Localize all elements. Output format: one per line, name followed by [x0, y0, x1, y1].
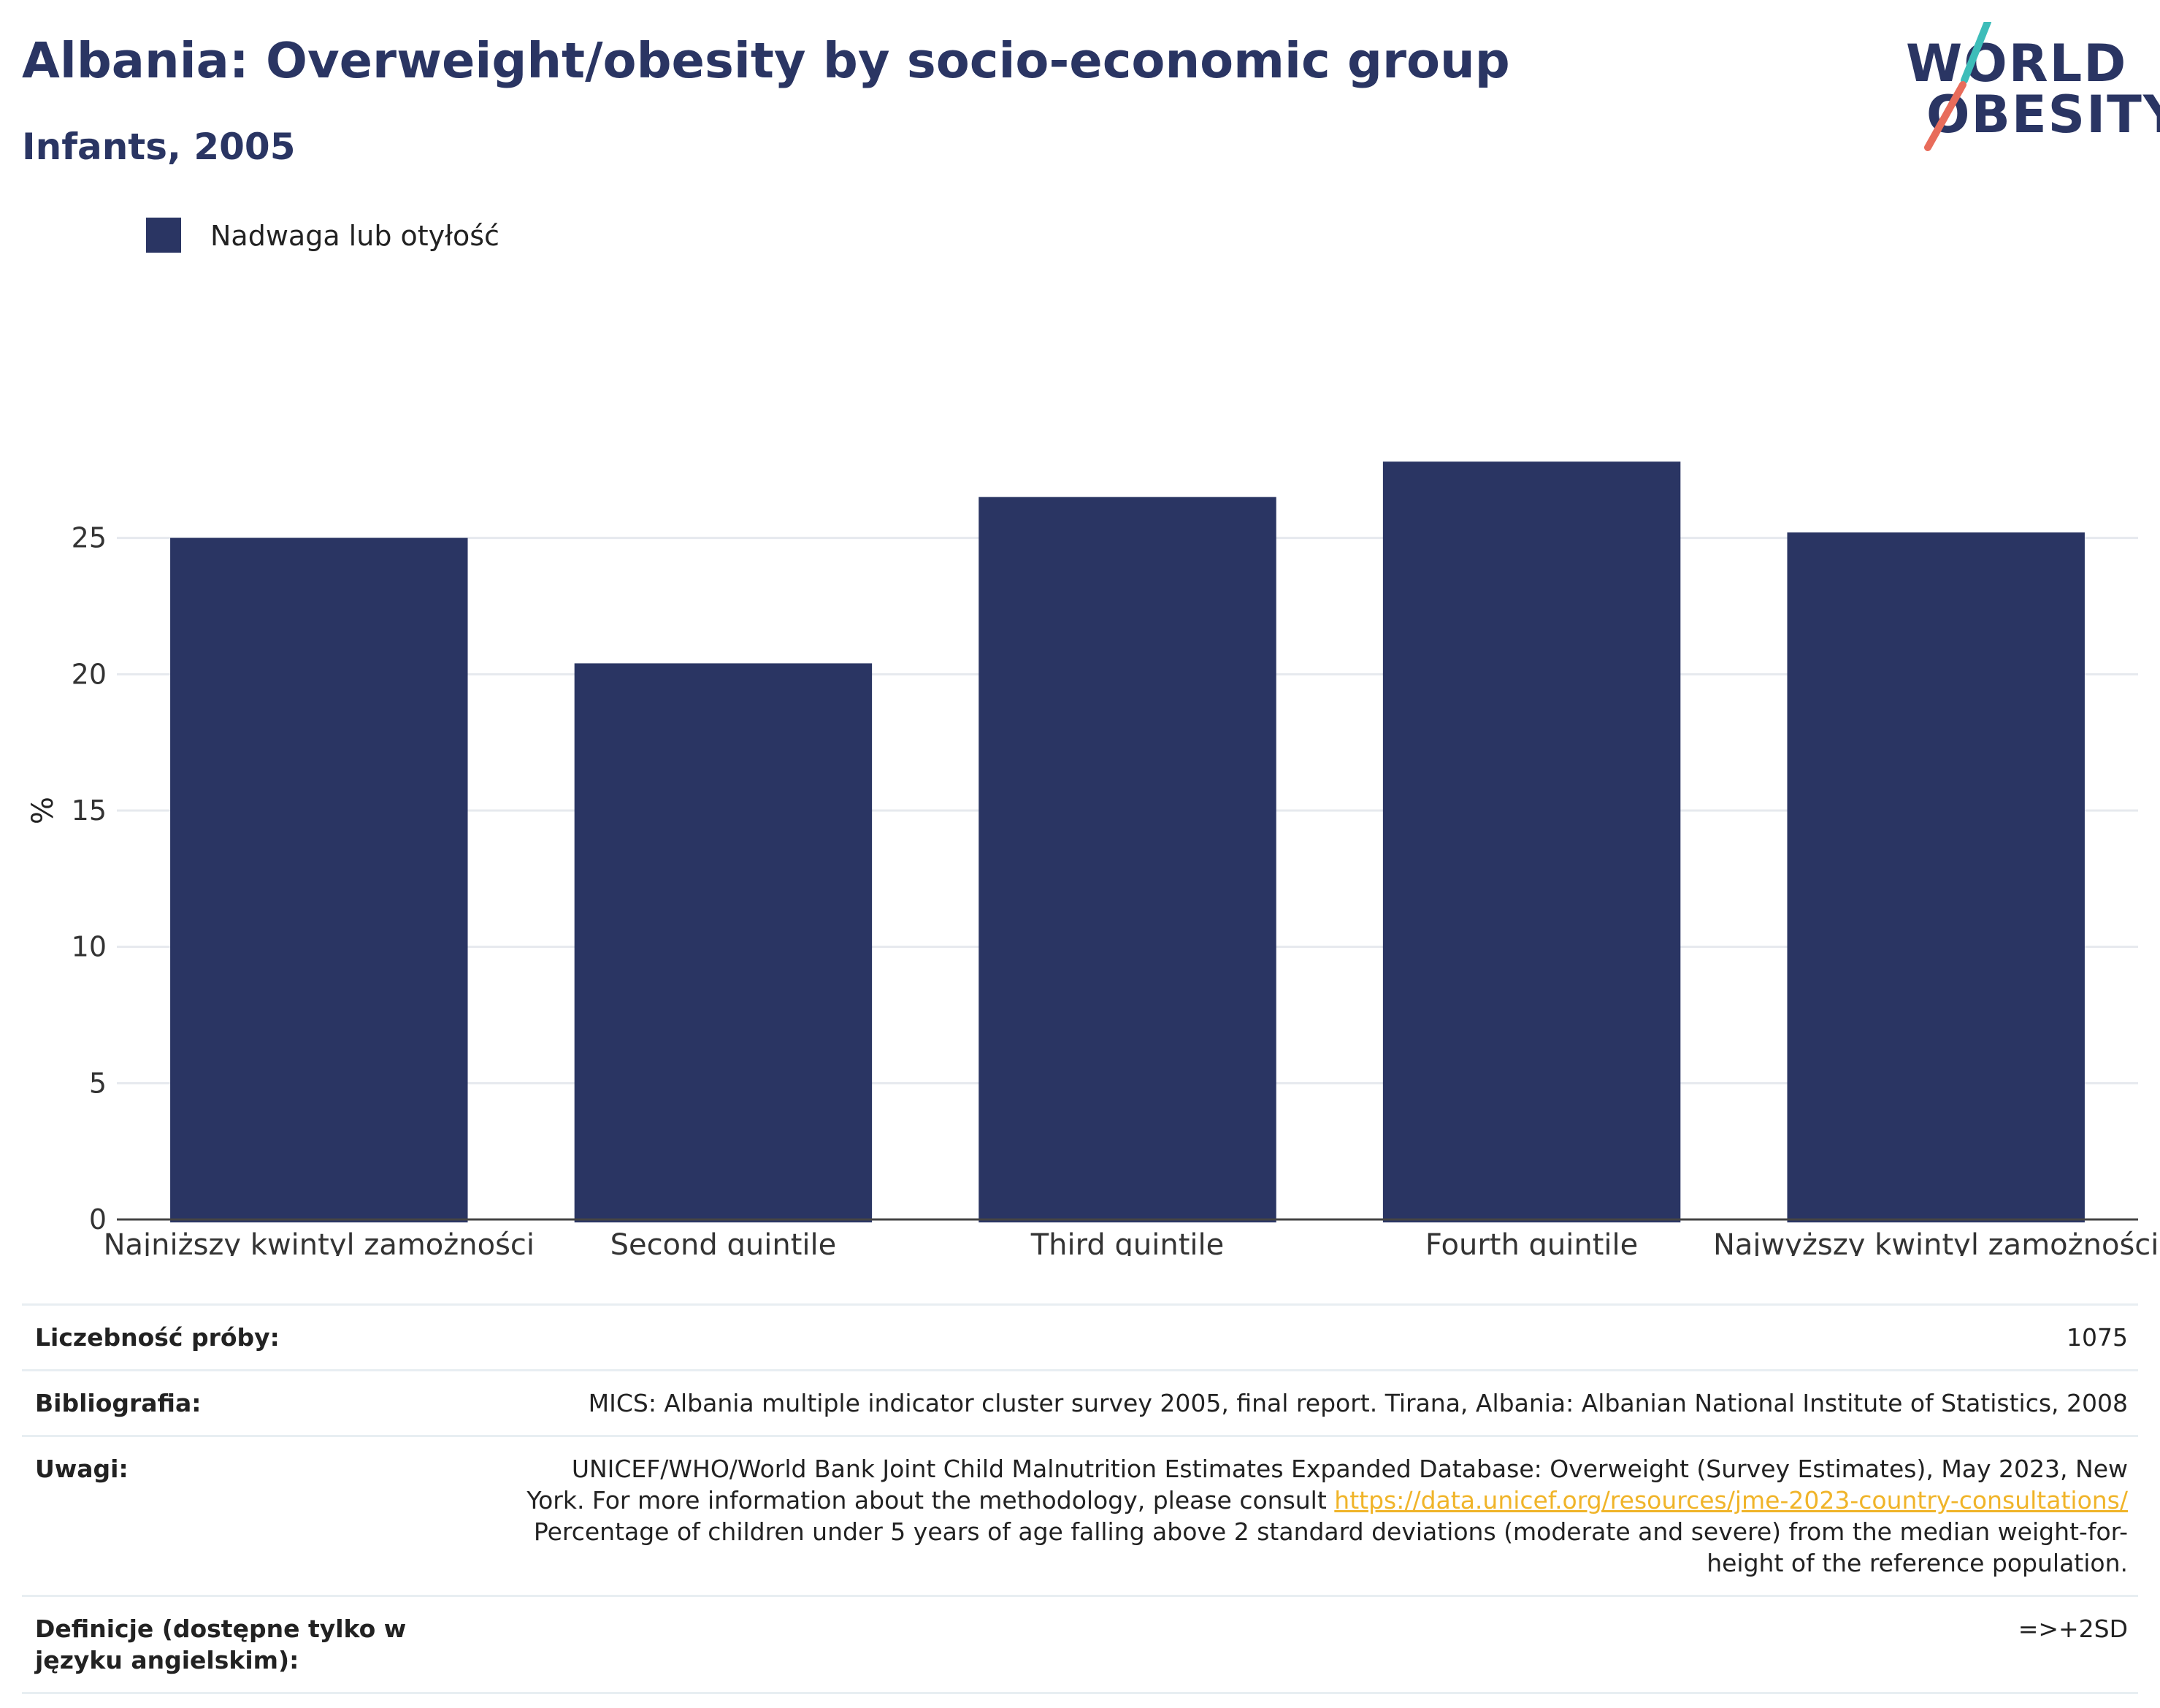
bars: [170, 462, 2085, 1222]
logo-line-1: WORLD: [1906, 34, 2128, 93]
x-tick-label: Second quintile: [610, 1228, 837, 1256]
page-title: Albania: Overweight/obesity by socio-eco…: [22, 32, 1510, 89]
y-tick-label: 10: [72, 931, 107, 963]
notes-label: Uwagi:: [22, 1435, 483, 1596]
x-axis-ticks: Najniższy kwintyl zamożności Second quint…: [104, 1228, 2159, 1256]
legend: Nadwaga lub otyłość: [146, 218, 499, 253]
notes-line-3: Percentage of children under 5 years of …: [533, 1517, 2128, 1546]
definitions-label: Definicje (dostępne tylko w języku angie…: [22, 1595, 483, 1694]
sample-size-row: Liczebność próby: 1075: [22, 1303, 2138, 1371]
y-tick-label: 15: [72, 794, 107, 827]
methodology-link[interactable]: https://data.unicef.org/resources/jme-20…: [1334, 1486, 2128, 1514]
logo-line-2: OBESITY: [1926, 85, 2160, 145]
notes-line-1: UNICEF/WHO/World Bank Joint Child Malnut…: [571, 1455, 2128, 1483]
notes-value: UNICEF/WHO/World Bank Joint Child Malnut…: [483, 1435, 2138, 1596]
x-tick-label: Najwyższy kwintyl zamożności: [1713, 1228, 2159, 1256]
bar[interactable]: [1382, 462, 1681, 1222]
bar[interactable]: [978, 497, 1276, 1222]
bar[interactable]: [1787, 532, 2085, 1222]
notes-line-4: height of the reference population.: [1707, 1549, 2128, 1577]
y-axis-label: %: [26, 797, 60, 824]
y-tick-label: 25: [72, 522, 107, 554]
y-axis-ticks: 0 5 10 15 20 25: [72, 522, 107, 1236]
definitions-value: =>+2SD: [483, 1595, 2138, 1694]
notes-row: Uwagi: UNICEF/WHO/World Bank Joint Child…: [22, 1435, 2138, 1596]
sample-size-label: Liczebność próby:: [22, 1303, 483, 1371]
page-subtitle: Infants, 2005: [22, 126, 296, 168]
y-tick-label: 5: [89, 1067, 107, 1099]
sample-size-value: 1075: [483, 1303, 2138, 1371]
bar[interactable]: [170, 537, 468, 1222]
y-tick-label: 20: [72, 658, 107, 690]
x-tick-label: Third quintile: [1030, 1228, 1224, 1256]
world-obesity-logo: WORLD OBESITY: [1906, 22, 2160, 153]
legend-label: Nadwaga lub otyłość: [210, 220, 499, 252]
bar[interactable]: [574, 663, 873, 1222]
x-tick-label: Fourth quintile: [1425, 1228, 1638, 1256]
bar-chart: Nadwaga lub otyłość 0 5 10 15 20 25 Najniższy…: [26, 218, 2159, 1256]
metadata-table: Liczebność próby: 1075 Bibliografia: MIC…: [22, 1303, 2138, 1694]
definitions-row: Definicje (dostępne tylko w języku angie…: [22, 1595, 2138, 1694]
logo-slash-icon: [1924, 22, 1991, 151]
y-tick-label: 0: [89, 1203, 107, 1236]
bibliography-value: MICS: Albania multiple indicator cluster…: [483, 1369, 2138, 1436]
x-tick-label: Najniższy kwintyl zamożności: [104, 1228, 535, 1256]
legend-swatch[interactable]: [146, 218, 181, 253]
notes-line-2: York. For more information about the met…: [526, 1486, 1327, 1514]
bibliography-row: Bibliografia: MICS: Albania multiple ind…: [22, 1369, 2138, 1436]
bibliography-label: Bibliografia:: [22, 1369, 483, 1436]
